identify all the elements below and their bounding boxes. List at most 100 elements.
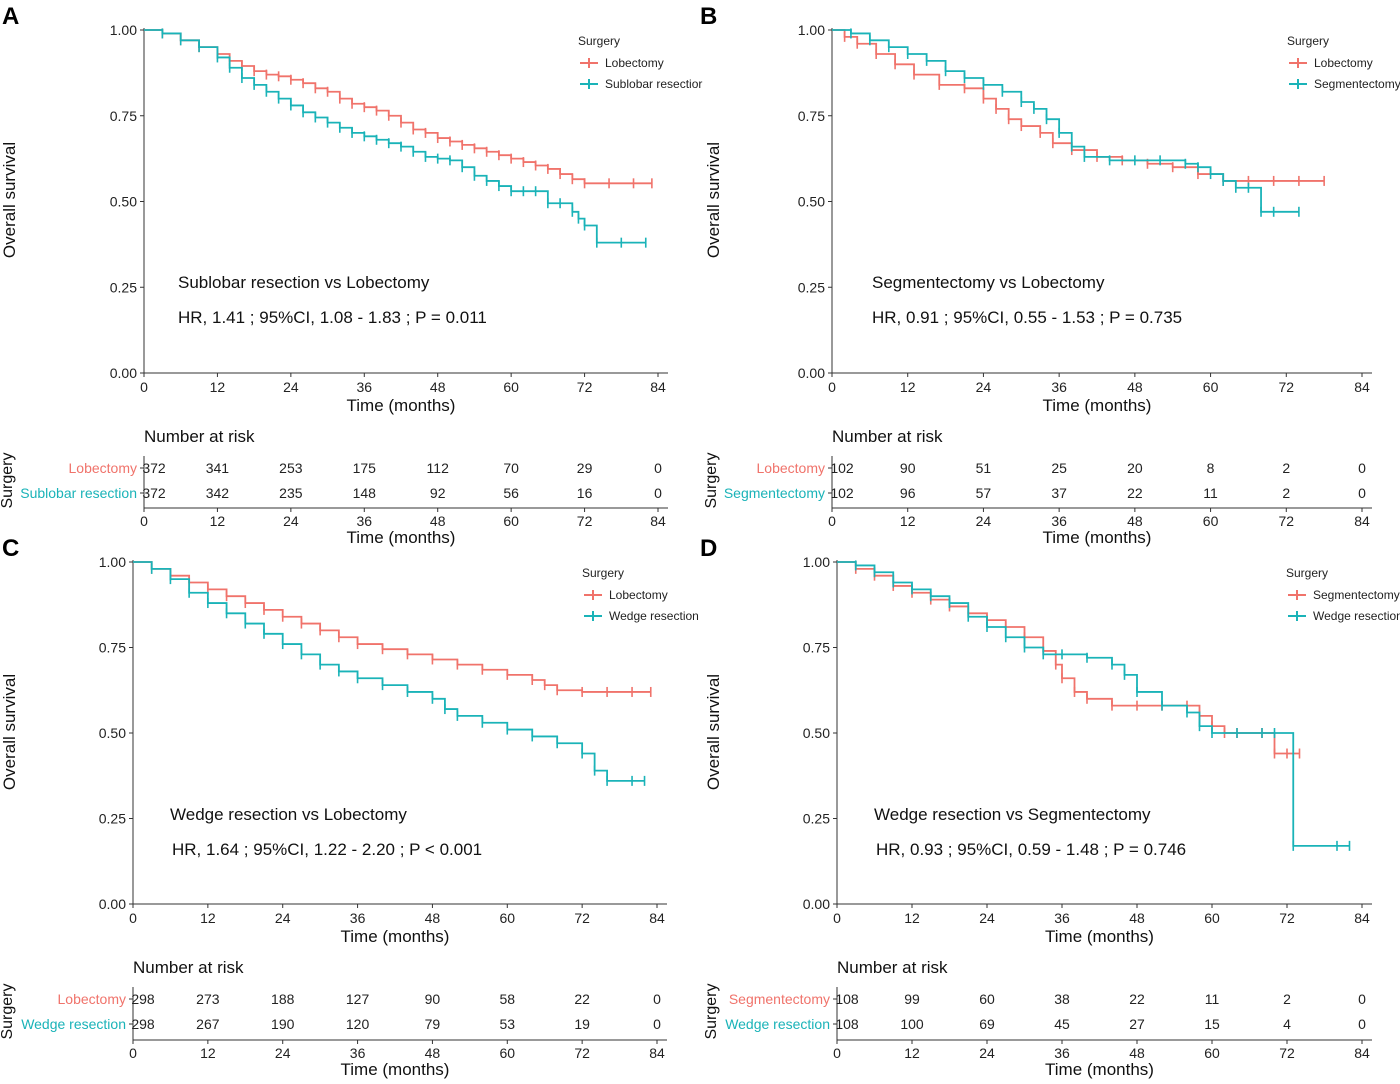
risk-count: 372 [142, 460, 166, 476]
x-tick-label: 0 [129, 910, 137, 926]
risk-x-axis-title: Time (months) [1045, 1060, 1154, 1079]
risk-count: 0 [1358, 1016, 1366, 1032]
y-tick-label: 0.00 [110, 365, 137, 381]
risk-y-axis-title: Surgery [0, 452, 16, 508]
y-axis-title: Overall survival [704, 674, 723, 790]
risk-x-tick-label: 36 [1051, 513, 1067, 529]
hr-annotation: HR, 0.91 ; 95%CI, 0.55 - 1.53 ; P = 0.73… [872, 308, 1182, 327]
risk-count: 298 [131, 991, 155, 1007]
risk-count: 53 [499, 1016, 515, 1032]
risk-table-title: Number at risk [832, 427, 943, 446]
risk-count: 60 [979, 991, 995, 1007]
y-tick-label: 0.50 [99, 725, 126, 741]
risk-x-tick-label: 0 [833, 1045, 841, 1061]
risk-count: 0 [653, 991, 661, 1007]
panel-label: C [2, 535, 19, 562]
risk-x-tick-label: 72 [1279, 1045, 1295, 1061]
x-tick-label: 84 [649, 910, 665, 926]
risk-x-tick-label: 24 [979, 1045, 995, 1061]
x-tick-label: 12 [900, 379, 916, 395]
survival-curve-lobectomy [133, 561, 651, 693]
risk-count: 70 [503, 460, 519, 476]
hr-annotation: HR, 0.93 ; 95%CI, 0.59 - 1.48 ; P = 0.74… [876, 840, 1186, 859]
risk-count: 2 [1283, 991, 1291, 1007]
x-tick-label: 12 [200, 910, 216, 926]
legend-title: Surgery [1287, 34, 1329, 48]
x-tick-label: 48 [430, 379, 446, 395]
risk-row-label-2: Segmentectomy [724, 485, 825, 501]
x-axis-title: Time (months) [341, 927, 450, 946]
y-axis-title: Overall survival [0, 674, 19, 790]
x-tick-label: 48 [425, 910, 441, 926]
risk-x-tick-label: 0 [129, 1045, 137, 1061]
x-tick-label: 0 [828, 379, 836, 395]
survival-curve-wedge-resection [133, 561, 645, 782]
risk-table-title: Number at risk [144, 427, 255, 446]
risk-x-axis-title: Time (months) [1043, 528, 1152, 547]
x-tick-label: 48 [1127, 379, 1143, 395]
risk-count: 341 [206, 460, 230, 476]
y-tick-label: 0.50 [798, 194, 825, 210]
risk-count: 69 [979, 1016, 995, 1032]
legend-label-2: Segmentectomy [1314, 77, 1400, 91]
risk-count: 108 [835, 1016, 859, 1032]
comparison-title: Wedge resection vs Segmentectomy [874, 805, 1151, 824]
risk-table-title: Number at risk [133, 958, 244, 977]
x-tick-label: 0 [833, 910, 841, 926]
risk-x-tick-label: 0 [140, 513, 148, 529]
risk-x-tick-label: 36 [356, 513, 372, 529]
risk-count: 0 [654, 485, 662, 501]
risk-count: 108 [835, 991, 859, 1007]
risk-x-tick-label: 72 [1278, 513, 1294, 529]
survival-curve-lobectomy [144, 29, 652, 185]
risk-x-tick-label: 84 [1354, 513, 1370, 529]
risk-y-axis-title: Surgery [0, 983, 16, 1039]
legend-label-1: Lobectomy [609, 588, 668, 602]
risk-count: 127 [346, 991, 370, 1007]
risk-count: 57 [976, 485, 992, 501]
risk-row-label-2: Wedge resection [725, 1016, 830, 1032]
risk-row-label-1: Lobectomy [58, 991, 126, 1007]
risk-x-tick-label: 84 [649, 1045, 665, 1061]
risk-count: 51 [976, 460, 992, 476]
risk-row-label-1: Lobectomy [757, 460, 825, 476]
risk-count: 29 [577, 460, 593, 476]
risk-count: 11 [1203, 485, 1218, 501]
legend-title: Surgery [1286, 566, 1328, 580]
y-tick-label: 0.00 [99, 896, 126, 912]
legend-title: Surgery [582, 566, 624, 580]
risk-x-tick-label: 12 [904, 1045, 920, 1061]
risk-x-tick-label: 48 [430, 513, 446, 529]
y-tick-label: 0.00 [798, 365, 825, 381]
risk-count: 253 [279, 460, 303, 476]
x-tick-label: 0 [140, 379, 148, 395]
risk-count: 90 [425, 991, 441, 1007]
x-tick-label: 84 [650, 379, 666, 395]
risk-x-tick-label: 24 [275, 1045, 291, 1061]
risk-count: 8 [1207, 460, 1215, 476]
legend-label-2: Wedge resection [609, 609, 699, 623]
risk-count: 0 [653, 1016, 661, 1032]
y-tick-label: 0.25 [803, 811, 830, 827]
y-tick-label: 0.25 [798, 279, 825, 295]
survival-curve-segmentectomy [837, 561, 1300, 755]
risk-x-tick-label: 60 [1204, 1045, 1220, 1061]
risk-count: 96 [900, 485, 916, 501]
x-tick-label: 36 [1051, 379, 1067, 395]
x-tick-label: 12 [904, 910, 920, 926]
risk-x-tick-label: 60 [499, 1045, 515, 1061]
risk-x-tick-label: 12 [210, 513, 226, 529]
y-tick-label: 0.50 [803, 725, 830, 741]
panel-label: A [2, 3, 19, 30]
x-tick-label: 72 [1279, 910, 1295, 926]
risk-x-tick-label: 84 [1354, 1045, 1370, 1061]
y-axis-title: Overall survival [0, 142, 19, 258]
y-tick-label: 0.50 [110, 194, 137, 210]
risk-count: 90 [900, 460, 916, 476]
x-tick-label: 72 [577, 379, 593, 395]
risk-row-label-1: Segmentectomy [729, 991, 830, 1007]
risk-x-tick-label: 60 [1203, 513, 1219, 529]
comparison-title: Sublobar resection vs Lobectomy [178, 273, 430, 292]
